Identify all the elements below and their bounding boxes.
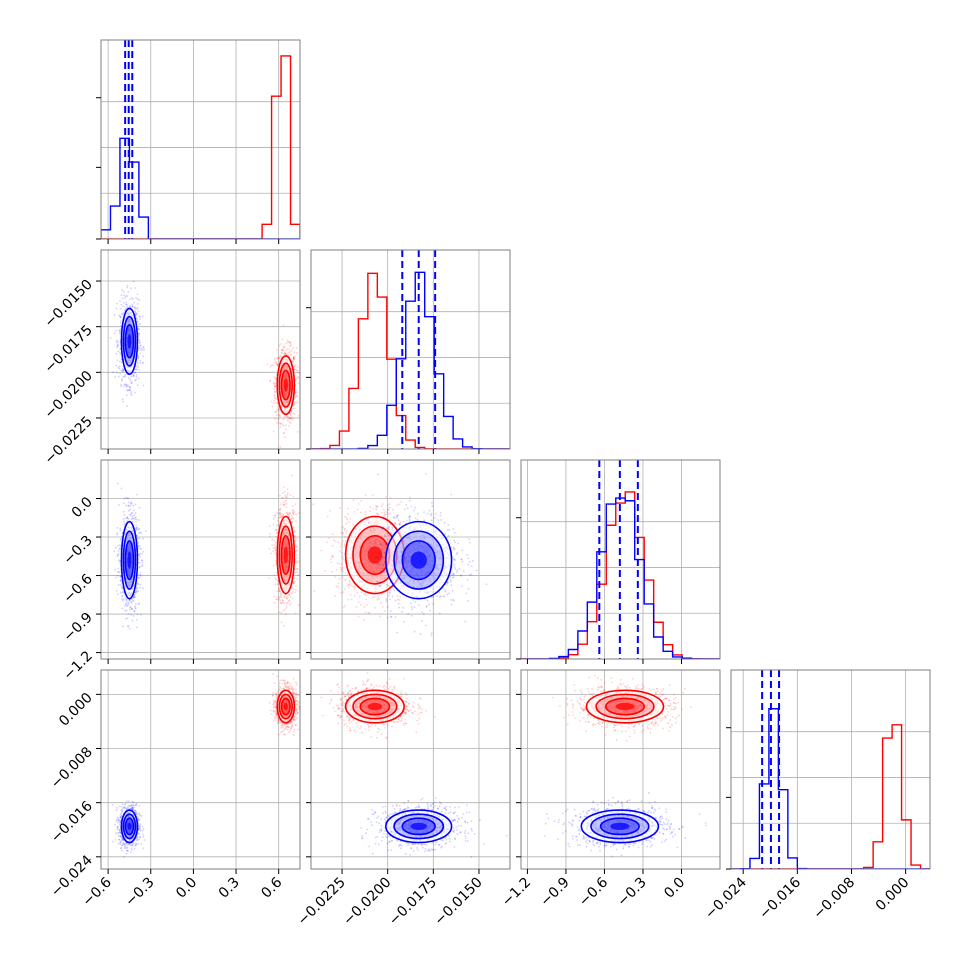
panel-frame: [100, 39, 301, 240]
density-core: [283, 378, 288, 392]
contour-blue-0: [401, 817, 436, 836]
contour-red-1: [278, 362, 293, 408]
contour-red-0: [280, 697, 291, 716]
panel-frame: [310, 459, 511, 660]
density-core: [367, 546, 383, 564]
contour-red-0: [280, 534, 291, 576]
contour-blue-1: [393, 530, 445, 590]
panel-frame: [100, 669, 301, 870]
contour-blue-2: [120, 520, 139, 600]
panel-r2-c1: [306, 459, 511, 664]
contour-red-0: [604, 697, 646, 716]
contour-blue-1: [122, 813, 137, 840]
hist-step-blue: [101, 137, 300, 239]
contour-blue-0: [124, 324, 135, 359]
contour-blue-1: [590, 813, 650, 840]
contour-red-2: [276, 515, 296, 595]
panel-frame: [520, 459, 721, 660]
contour-blue-1: [393, 813, 445, 840]
density-core: [610, 822, 630, 831]
density-core: [367, 702, 383, 711]
contour-red-2: [276, 355, 296, 416]
panel-frame: [100, 459, 301, 660]
contour-red-1: [278, 693, 293, 720]
panel-r2-c2: [516, 459, 721, 664]
panel-r1-c1: [306, 249, 511, 454]
contour-red-2: [276, 689, 296, 724]
density-core: [410, 551, 427, 569]
density-core: [410, 822, 427, 831]
contour-blue-2: [580, 809, 660, 844]
hist-step-red: [101, 55, 300, 239]
contour-blue-2: [120, 809, 139, 844]
contour-blue-2: [385, 809, 453, 844]
contour-blue-1: [122, 315, 137, 367]
density-core: [127, 822, 132, 831]
contour-blue-2: [120, 307, 139, 375]
contour-blue-0: [124, 817, 135, 836]
contour-blue-0: [599, 817, 640, 836]
panel-frame: [520, 669, 721, 870]
contour-blue-0: [401, 540, 436, 581]
panel-r0-c0: [96, 39, 301, 244]
panel-frame: [310, 249, 511, 450]
contour-red-1: [352, 693, 398, 720]
contour-red-1: [278, 525, 293, 585]
contour-red-2: [344, 689, 405, 724]
contour-blue-0: [124, 540, 135, 581]
contour-red-1: [595, 693, 655, 720]
panel-frame: [100, 249, 301, 450]
panel-frame: [310, 669, 511, 870]
contour-blue-2: [385, 520, 453, 600]
panel-frame: [730, 669, 931, 870]
contour-red-0: [359, 697, 391, 716]
density-core: [283, 702, 288, 711]
density-core: [615, 702, 635, 711]
density-core: [127, 333, 132, 349]
density-core: [127, 551, 132, 569]
density-core: [283, 546, 288, 564]
contour-red-2: [585, 689, 665, 724]
contour-red-0: [280, 369, 291, 401]
contour-blue-1: [122, 530, 137, 590]
